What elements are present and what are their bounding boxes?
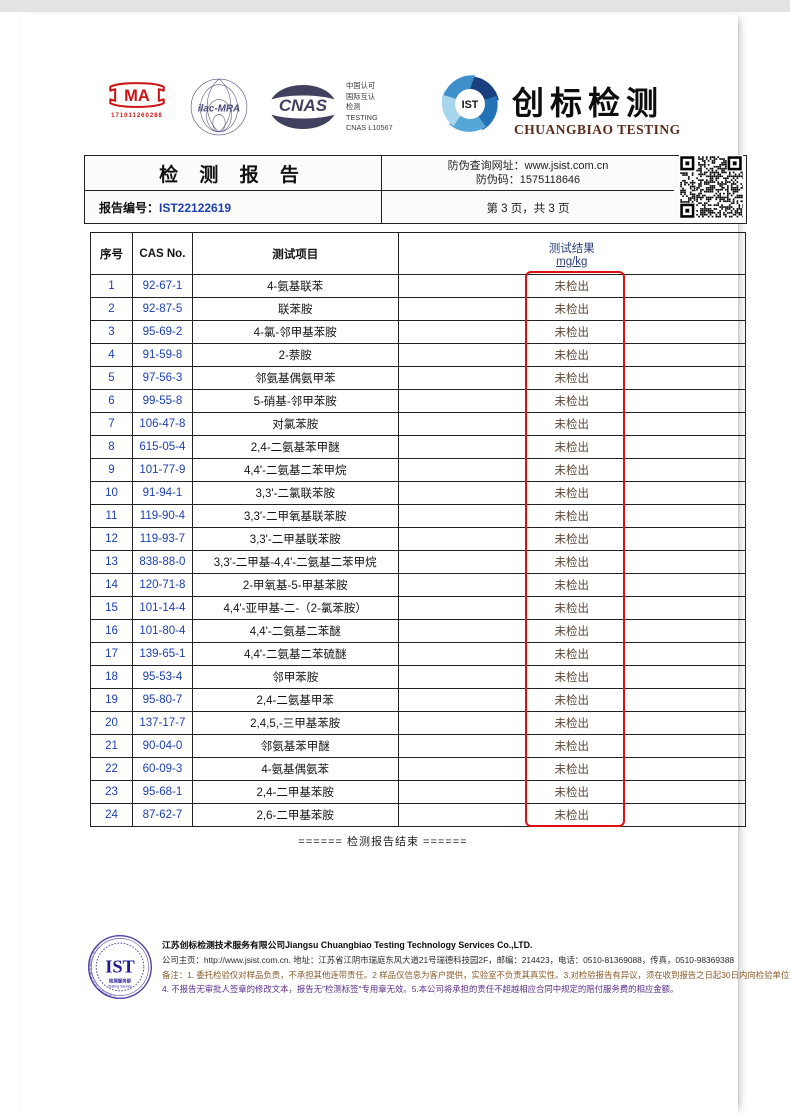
svg-text:IST: IST	[105, 956, 135, 976]
svg-text:CNAS: CNAS	[279, 96, 328, 115]
svg-text:检测服务部: 检测服务部	[109, 978, 132, 985]
svg-text:ilac-MRA: ilac-MRA	[198, 103, 240, 114]
svg-text:Testing Service: Testing Service	[108, 984, 132, 988]
svg-text:MA: MA	[124, 87, 150, 105]
svg-text:IST: IST	[462, 99, 479, 111]
